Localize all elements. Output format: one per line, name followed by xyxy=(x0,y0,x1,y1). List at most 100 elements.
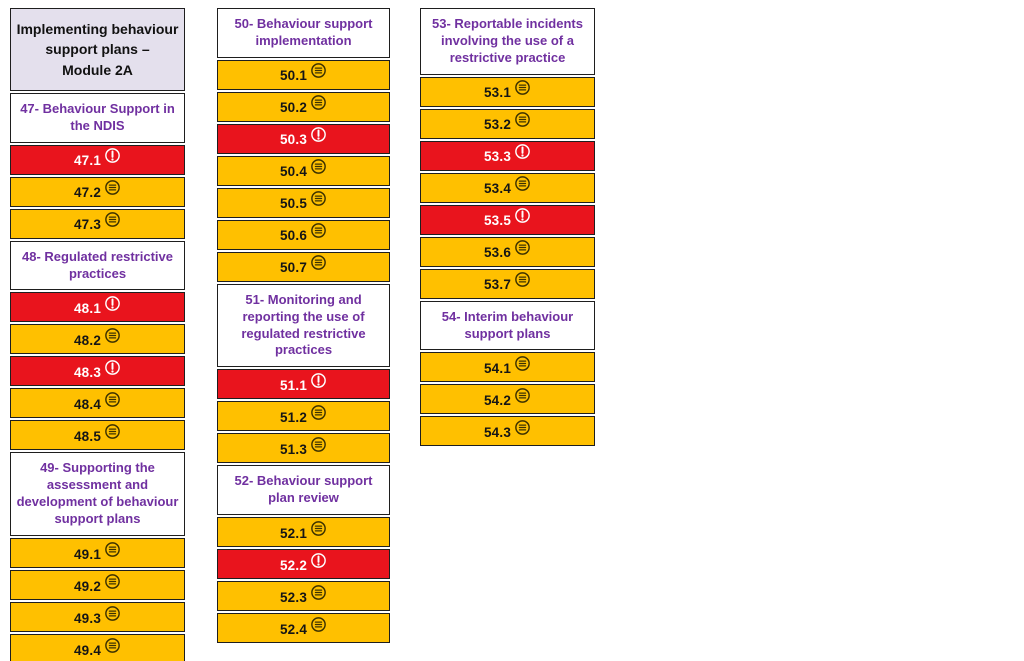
item-number: 48.5 xyxy=(73,428,102,444)
item-52.2-alert: 52.2 xyxy=(217,549,390,580)
item-53.1: 53.1 xyxy=(420,76,595,107)
list-circle-icon xyxy=(311,159,326,175)
list-circle-icon xyxy=(105,573,120,589)
item-number: 48.3 xyxy=(73,364,102,380)
list-circle-icon xyxy=(105,541,120,557)
column-53-54: 53- Reportable incidents involving the u… xyxy=(420,8,595,447)
item-51.1-alert: 51.1 xyxy=(217,369,390,400)
module-header-line: Module 2A xyxy=(62,61,133,78)
item-number: 50.7 xyxy=(279,260,308,276)
list-circle-icon xyxy=(311,95,326,111)
item-number: 50.4 xyxy=(279,164,308,180)
list-circle-icon xyxy=(105,605,120,621)
item-48.4: 48.4 xyxy=(10,388,185,419)
list-circle-icon xyxy=(515,80,530,96)
item-52.3: 52.3 xyxy=(217,581,390,612)
list-circle-icon xyxy=(311,404,326,420)
item-number: 53.1 xyxy=(483,85,512,101)
list-circle-icon xyxy=(311,520,326,536)
exclamation-circle-icon xyxy=(515,208,530,224)
item-47.2: 47.2 xyxy=(10,176,185,207)
item-number: 53.3 xyxy=(483,149,512,165)
column-module-2a-47-49: Implementing behaviour support plans – Mo… xyxy=(10,8,185,661)
item-49.4: 49.4 xyxy=(10,634,185,661)
item-number: 49.1 xyxy=(73,546,102,562)
section-header-47: 47- Behaviour Support in the NDIS xyxy=(10,92,185,143)
item-53.2: 53.2 xyxy=(420,108,595,139)
item-52.4: 52.4 xyxy=(217,613,390,644)
item-number: 48.1 xyxy=(73,300,102,316)
exclamation-circle-icon xyxy=(105,148,120,164)
exclamation-circle-icon xyxy=(311,552,326,568)
list-circle-icon xyxy=(515,176,530,192)
list-circle-icon xyxy=(311,616,326,632)
item-51.2: 51.2 xyxy=(217,401,390,432)
item-53.6: 53.6 xyxy=(420,236,595,267)
exclamation-circle-icon xyxy=(311,372,326,388)
list-circle-icon xyxy=(515,272,530,288)
list-circle-icon xyxy=(515,112,530,128)
list-circle-icon xyxy=(105,180,120,196)
item-47.1-alert: 47.1 xyxy=(10,144,185,175)
item-number: 54.3 xyxy=(483,424,512,440)
item-48.2: 48.2 xyxy=(10,324,185,355)
module-header-line: Implementing behaviour support plans – xyxy=(16,21,179,58)
item-49.3: 49.3 xyxy=(10,602,185,633)
item-53.3-alert: 53.3 xyxy=(420,140,595,171)
item-number: 47.2 xyxy=(73,185,102,201)
item-number: 49.4 xyxy=(73,642,102,658)
item-number: 52.2 xyxy=(279,557,308,573)
item-50.6: 50.6 xyxy=(217,219,390,250)
item-number: 50.5 xyxy=(279,196,308,212)
list-circle-icon xyxy=(311,191,326,207)
item-53.7: 53.7 xyxy=(420,268,595,299)
item-50.4: 50.4 xyxy=(217,155,390,186)
exclamation-circle-icon xyxy=(105,360,120,375)
list-circle-icon xyxy=(311,223,326,239)
item-number: 53.6 xyxy=(483,245,512,261)
item-number: 49.3 xyxy=(73,610,102,626)
item-50.7: 50.7 xyxy=(217,251,390,282)
section-header-52: 52- Behaviour support plan review xyxy=(217,465,390,516)
item-number: 50.2 xyxy=(279,100,308,116)
item-number: 51.2 xyxy=(279,409,308,425)
section-header-49: 49- Supporting the assessment and develo… xyxy=(10,452,185,537)
exclamation-circle-icon xyxy=(311,127,326,143)
section-header-54: 54- Interim behaviour support plans xyxy=(420,300,595,351)
item-number: 53.2 xyxy=(483,117,512,133)
list-circle-icon xyxy=(105,637,120,653)
list-circle-icon xyxy=(311,436,326,452)
item-50.1: 50.1 xyxy=(217,59,390,90)
item-number: 50.1 xyxy=(279,68,308,84)
item-49.1: 49.1 xyxy=(10,538,185,569)
exclamation-circle-icon xyxy=(105,296,120,311)
item-number: 54.2 xyxy=(483,392,512,408)
list-circle-icon xyxy=(311,255,326,271)
item-54.1: 54.1 xyxy=(420,352,595,383)
item-number: 54.1 xyxy=(483,360,512,376)
item-number: 49.2 xyxy=(73,578,102,594)
section-header-51: 51- Monitoring and reporting the use of … xyxy=(217,283,390,368)
section-header-50: 50- Behaviour support implementation xyxy=(217,8,390,58)
item-number: 53.7 xyxy=(483,277,512,293)
list-circle-icon xyxy=(515,420,530,435)
section-header-48: 48- Regulated restrictive practices xyxy=(10,240,185,291)
item-number: 48.4 xyxy=(73,396,102,412)
list-circle-icon xyxy=(105,212,120,228)
list-circle-icon xyxy=(105,328,120,343)
list-circle-icon xyxy=(311,584,326,600)
item-47.3: 47.3 xyxy=(10,208,185,239)
item-number: 50.6 xyxy=(279,228,308,244)
item-number: 52.1 xyxy=(279,525,308,541)
item-number: 52.3 xyxy=(279,589,308,605)
item-54.3: 54.3 xyxy=(420,416,595,447)
item-48.1-alert: 48.1 xyxy=(10,292,185,323)
item-51.3: 51.3 xyxy=(217,433,390,464)
item-49.2: 49.2 xyxy=(10,570,185,601)
module-header: Implementing behaviour support plans – Mo… xyxy=(10,8,185,91)
item-53.5-alert: 53.5 xyxy=(420,204,595,235)
item-number: 53.5 xyxy=(483,213,512,229)
list-circle-icon xyxy=(311,63,326,79)
column-50-52: 50- Behaviour support implementation 50.1… xyxy=(217,8,390,644)
